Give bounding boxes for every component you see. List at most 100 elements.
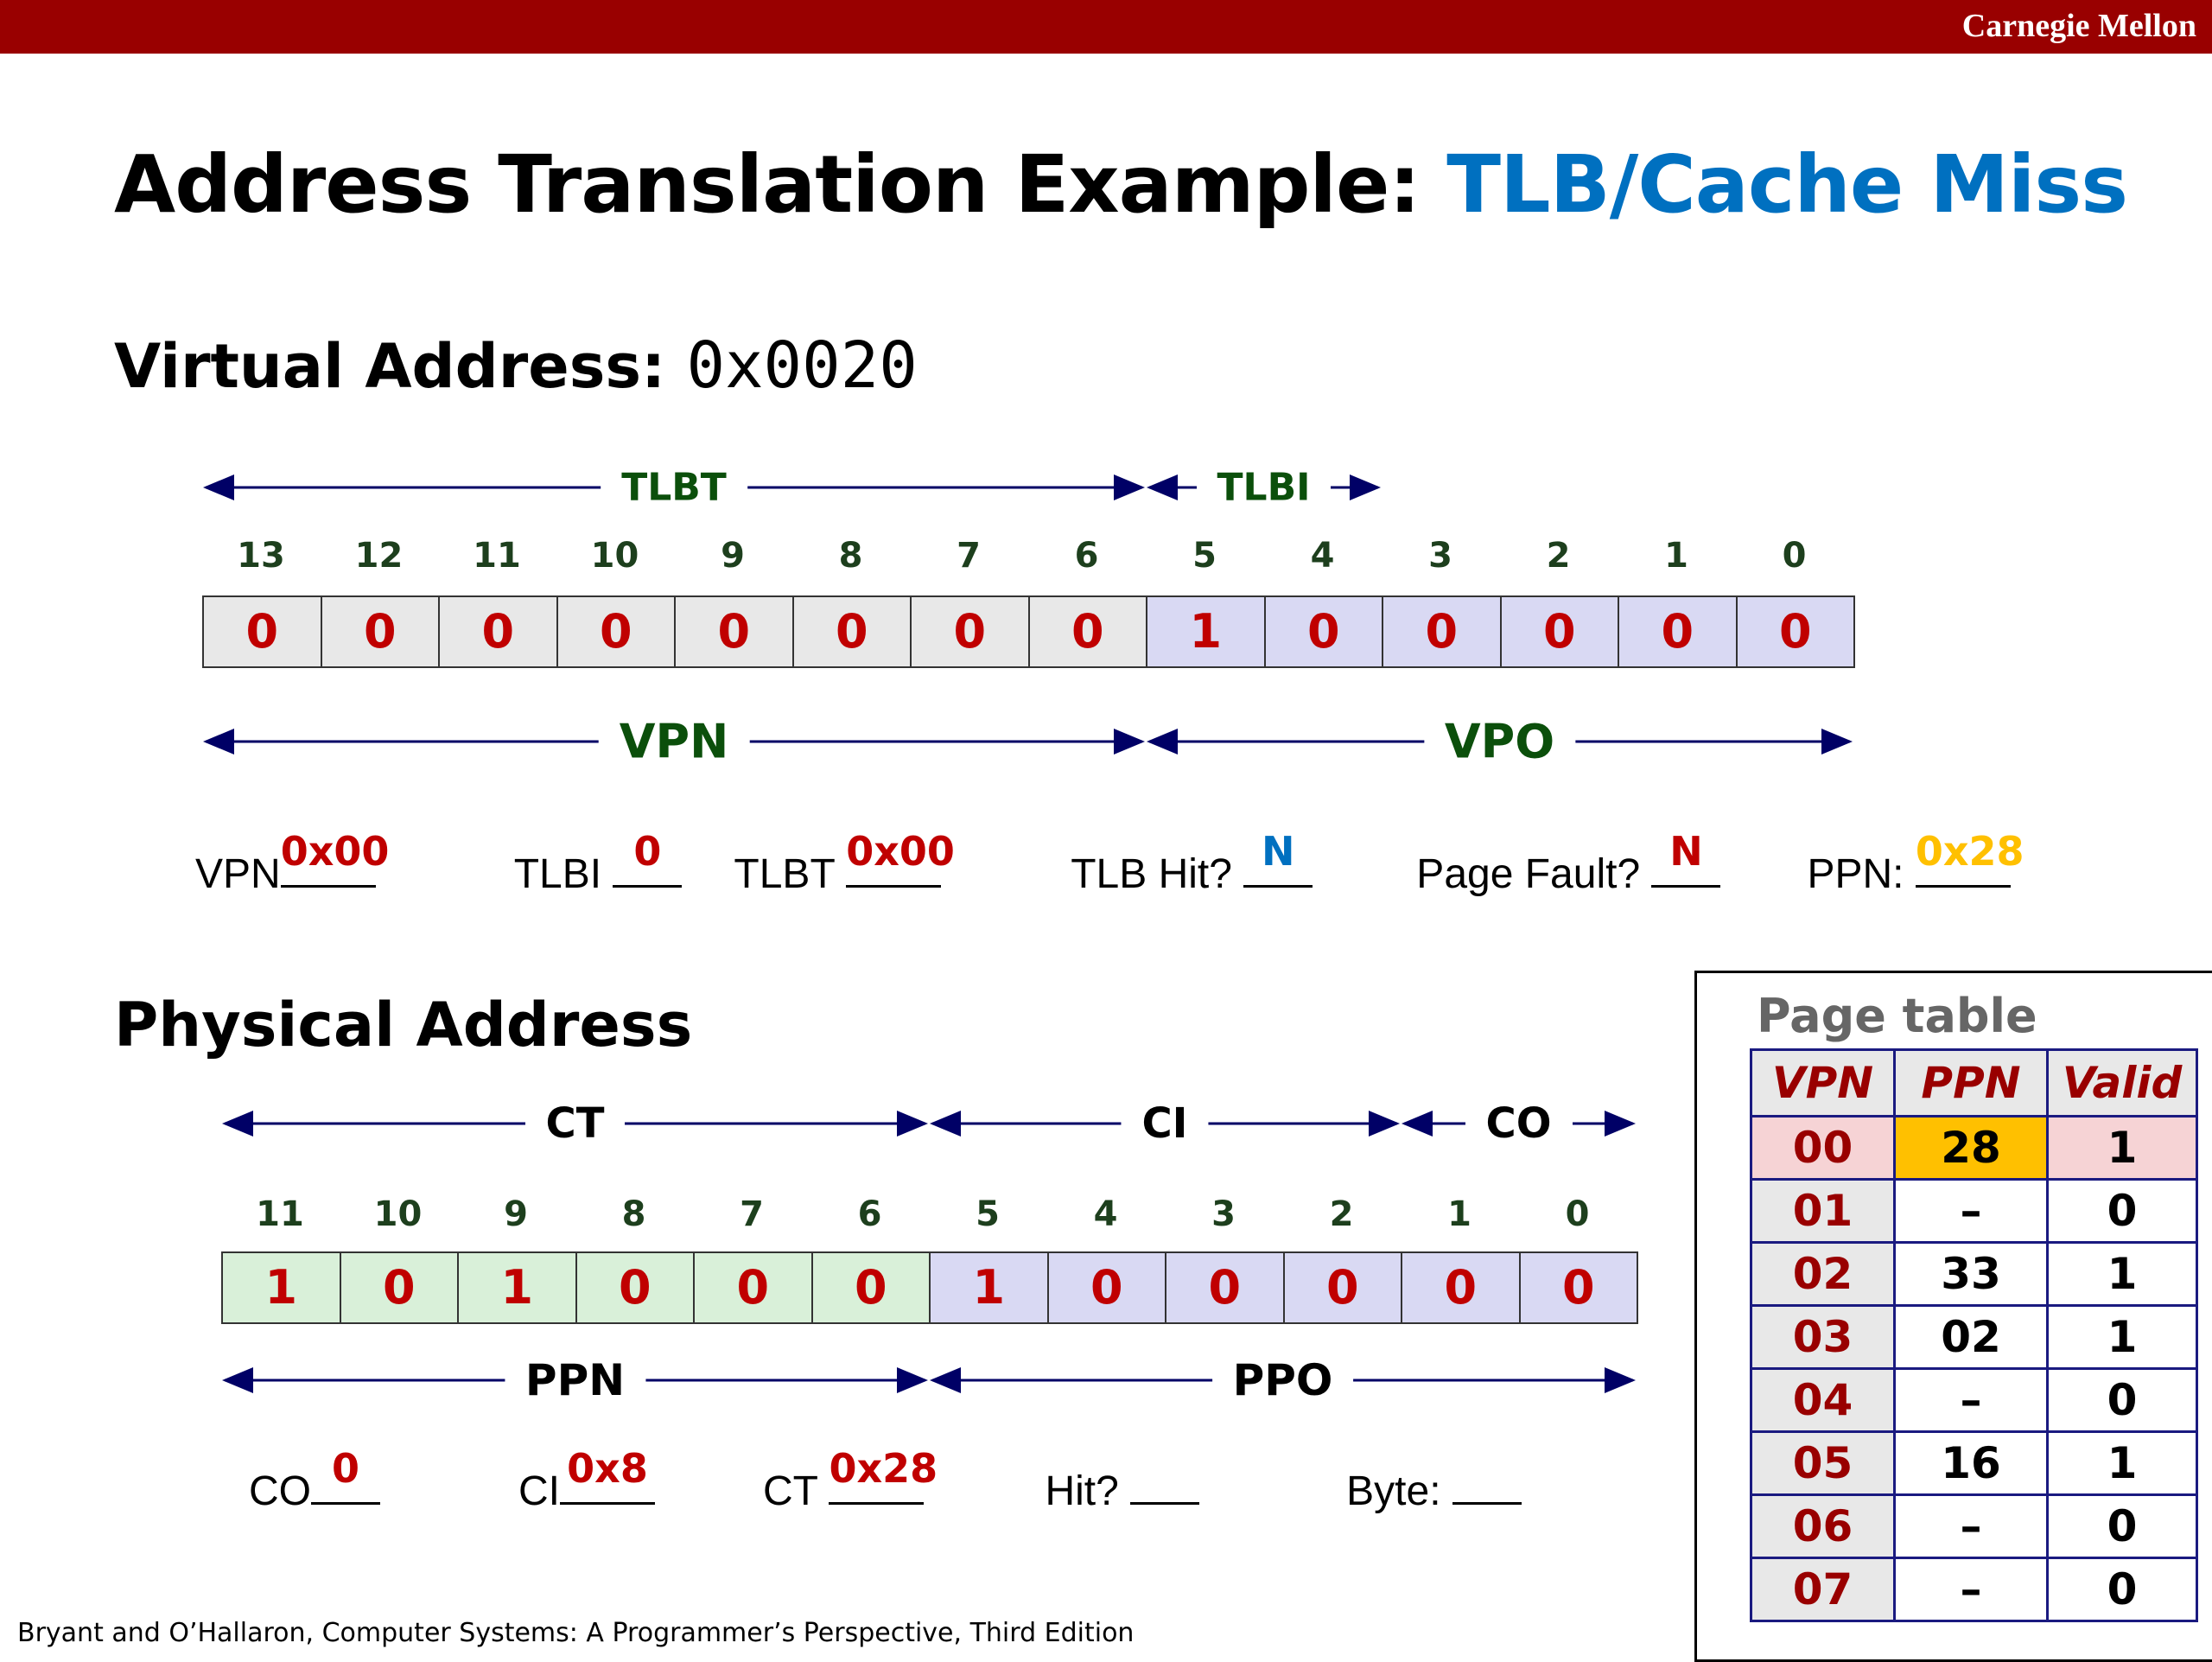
bit-number: 7 bbox=[740, 1194, 764, 1234]
field-label: VPO bbox=[1423, 714, 1576, 769]
table-cell-ppn: – bbox=[1893, 1178, 2049, 1244]
answer-label: CO bbox=[249, 1468, 311, 1514]
bit-number: 1 bbox=[1664, 536, 1688, 576]
page-table: VPN PPN Valid 00 28 1 01–0 02 33 1 03 02 1 04–0 05 16 1 0… bbox=[1750, 1048, 2198, 1622]
footer-citation: Bryant and O’Hallaron, Computer Systems:… bbox=[17, 1618, 1135, 1648]
brand-logo: Carnegie Mellon bbox=[1961, 8, 2196, 44]
heading-value: 0x0020 bbox=[686, 328, 918, 403]
field-label: PPN bbox=[504, 1355, 646, 1405]
bit-cell: 0 bbox=[1618, 595, 1738, 668]
field-label: CT bbox=[524, 1099, 626, 1148]
answer-item: TLBT 0x00 bbox=[734, 828, 955, 898]
bit-number: 12 bbox=[354, 536, 404, 576]
answer-blank: 0x00 bbox=[846, 828, 955, 888]
answer-blank: 0x8 bbox=[560, 1445, 655, 1505]
answer-item: CT 0x28 bbox=[763, 1445, 938, 1515]
answer-item: Hit? bbox=[1045, 1462, 1200, 1515]
title-prefix: Address Translation Example: bbox=[114, 138, 1447, 231]
answer-value: 0x28 bbox=[829, 1445, 938, 1492]
answer-value: 0x8 bbox=[567, 1445, 648, 1492]
table-cell-vpn: 03 bbox=[1750, 1304, 1896, 1370]
answer-item: CI 0x8 bbox=[518, 1445, 655, 1515]
table-cell-vpn: 01 bbox=[1750, 1178, 1896, 1244]
bit-cell: 0 bbox=[1382, 595, 1502, 668]
field-label: CO bbox=[1465, 1099, 1573, 1148]
table-cell-vpn: 06 bbox=[1750, 1493, 1896, 1559]
bit-cell: 0 bbox=[1401, 1251, 1521, 1324]
bit-number: 9 bbox=[721, 536, 745, 576]
answer-item: PPN: 0x28 bbox=[1807, 828, 2024, 898]
bit-number: 4 bbox=[1310, 536, 1335, 576]
table-row: 04–0 bbox=[1750, 1367, 2198, 1433]
bit-cell: 0 bbox=[575, 1251, 695, 1324]
answer-item: CO 0 bbox=[249, 1445, 380, 1515]
page-title: Address Translation Example: TLB/Cache M… bbox=[114, 138, 2128, 231]
answer-blank: 0x00 bbox=[280, 828, 389, 888]
table-cell-val: 1 bbox=[2046, 1304, 2198, 1370]
heading-label: Virtual Address: bbox=[114, 331, 687, 402]
table-cell-ppn: – bbox=[1893, 1493, 2049, 1559]
answer-blank: N bbox=[1651, 828, 1721, 888]
table-cell-vpn: 05 bbox=[1750, 1430, 1896, 1496]
bit-cell: 0 bbox=[1046, 1251, 1166, 1324]
answer-blank: 0 bbox=[613, 828, 683, 888]
table-cell-val: 0 bbox=[2046, 1493, 2198, 1559]
table-cell-vpn: 00 bbox=[1750, 1115, 1896, 1181]
bit-number: 4 bbox=[1093, 1194, 1118, 1234]
answer-label: Byte: bbox=[1346, 1468, 1452, 1514]
bit-number: 9 bbox=[504, 1194, 528, 1234]
bit-number: 2 bbox=[1546, 536, 1571, 576]
bit-number: 7 bbox=[957, 536, 981, 576]
bit-number: 10 bbox=[373, 1194, 423, 1234]
bit-cell: 0 bbox=[1499, 595, 1619, 668]
answer-item: TLBI 0 bbox=[514, 828, 683, 898]
field-label: PPO bbox=[1211, 1355, 1354, 1405]
table-row: 06–0 bbox=[1750, 1493, 2198, 1559]
bit-number: 6 bbox=[857, 1194, 882, 1234]
table-row: 00 28 1 bbox=[1750, 1115, 2198, 1181]
virtual-answers: VPN 0x00 TLBI 0 TLBT 0x00 TLB Hit? N Page Fau… bbox=[195, 828, 2024, 898]
table-cell-val: 0 bbox=[2046, 1367, 2198, 1433]
page-table-header: VPN PPN Valid bbox=[1750, 1048, 2198, 1118]
table-cell-val: 1 bbox=[2046, 1430, 2198, 1496]
bit-cell: 0 bbox=[1263, 595, 1383, 668]
physical-answers: CO 0 CI 0x8 CT 0x28 Hit? Byte: bbox=[249, 1445, 1522, 1515]
table-cell-ppn: 28 bbox=[1893, 1115, 2049, 1181]
virtual-address-heading: Virtual Address: 0x0020 bbox=[114, 328, 918, 403]
answer-label: PPN: bbox=[1807, 851, 1916, 897]
bit-number: 8 bbox=[621, 1194, 646, 1234]
title-highlight: TLB/Cache Miss bbox=[1446, 138, 2128, 231]
table-cell-vpn: 04 bbox=[1750, 1367, 1896, 1433]
bit-cell: 0 bbox=[791, 595, 912, 668]
column-header: Valid bbox=[2046, 1048, 2198, 1118]
table-cell-vpn: 07 bbox=[1750, 1557, 1896, 1622]
table-cell-val: 1 bbox=[2046, 1115, 2198, 1181]
top-bar bbox=[0, 0, 2212, 54]
bit-cell: 0 bbox=[339, 1251, 459, 1324]
bit-number: 13 bbox=[237, 536, 285, 576]
table-row: 05 16 1 bbox=[1750, 1430, 2198, 1496]
table-row: 01–0 bbox=[1750, 1178, 2198, 1244]
field-label: TLBI bbox=[1196, 465, 1332, 510]
answer-item: Byte: bbox=[1346, 1462, 1522, 1515]
bit-cell: 0 bbox=[1282, 1251, 1402, 1324]
bit-cell: 1 bbox=[221, 1251, 341, 1324]
bit-number: 8 bbox=[838, 536, 863, 576]
answer-label: VPN bbox=[195, 851, 281, 897]
table-cell-val: 1 bbox=[2046, 1241, 2198, 1307]
answer-blank bbox=[1452, 1462, 1522, 1505]
answer-value: 0 bbox=[633, 828, 662, 875]
bit-cell: 0 bbox=[1518, 1251, 1638, 1324]
bit-number: 3 bbox=[1428, 536, 1452, 576]
column-header: VPN bbox=[1750, 1048, 1896, 1118]
bit-cell: 0 bbox=[693, 1251, 813, 1324]
answer-blank bbox=[1130, 1462, 1200, 1505]
bit-cell: 1 bbox=[1146, 595, 1266, 668]
table-cell-ppn: 02 bbox=[1893, 1304, 2049, 1370]
column-header: PPN bbox=[1893, 1048, 2049, 1118]
table-cell-val: 0 bbox=[2046, 1557, 2198, 1622]
bit-number: 6 bbox=[1074, 536, 1099, 576]
table-row: 03 02 1 bbox=[1750, 1304, 2198, 1370]
table-cell-val: 0 bbox=[2046, 1178, 2198, 1244]
bit-number: 5 bbox=[1192, 536, 1217, 576]
